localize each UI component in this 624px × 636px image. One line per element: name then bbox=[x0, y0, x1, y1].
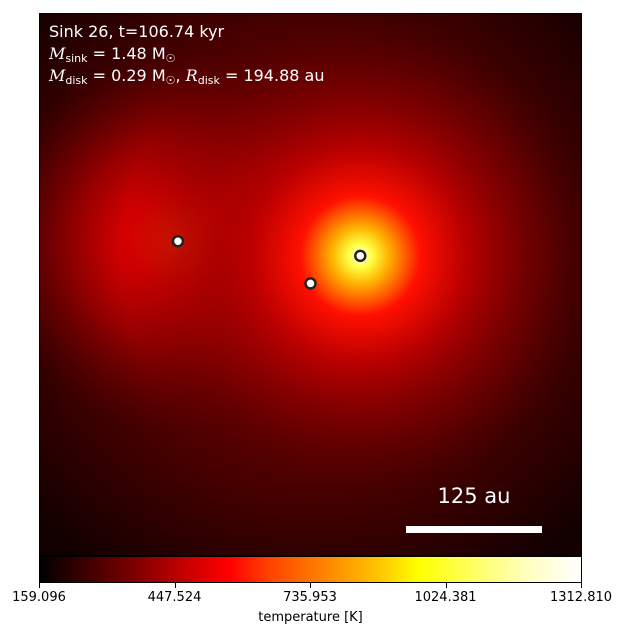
heatmap-svg bbox=[40, 14, 581, 555]
colorbar-tick-label: 1312.810 bbox=[549, 590, 613, 605]
sink-a-marker bbox=[171, 234, 185, 248]
m-sink-subscript: sink bbox=[65, 52, 88, 65]
scale-bar-label: 125 au bbox=[437, 484, 511, 508]
colorbar-tick bbox=[310, 583, 311, 588]
colorbar-tick-label: 735.953 bbox=[283, 590, 337, 605]
r-disk-subscript: disk bbox=[197, 74, 220, 87]
r-disk-value: = 194.88 au bbox=[219, 66, 325, 85]
sink-c-marker bbox=[354, 249, 367, 263]
temperature-map: Sink 26, t=106.74 kyr Msink = 1.48 M☉ Md… bbox=[39, 13, 582, 556]
m-symbol: M bbox=[49, 44, 66, 63]
sink-mass-line: Msink = 1.48 M☉ bbox=[49, 43, 176, 69]
m-sink-value: = 1.48 M bbox=[87, 44, 166, 63]
separator: , bbox=[175, 66, 186, 85]
sun-symbol: ☉ bbox=[165, 52, 176, 65]
sun-symbol-disk: ☉ bbox=[165, 74, 176, 87]
m-disk-value: = 0.29 M bbox=[87, 66, 166, 85]
colorbar-tick-label: 1024.381 bbox=[414, 590, 477, 605]
colorbar-tick bbox=[581, 583, 582, 588]
colorbar-tick bbox=[39, 583, 40, 588]
disk-line: Mdisk = 0.29 M☉, Rdisk = 194.88 au bbox=[49, 65, 324, 91]
title-line: Sink 26, t=106.74 kyr bbox=[49, 21, 224, 42]
r-disk-symbol: R bbox=[185, 66, 198, 85]
colorbar-label: temperature [K] bbox=[258, 610, 363, 625]
sink-c-glow bbox=[120, 15, 581, 496]
scale-bar bbox=[406, 526, 542, 533]
colorbar-tick bbox=[174, 583, 176, 588]
sink-b-marker bbox=[304, 277, 317, 290]
colorbar-tick-label: 159.096 bbox=[12, 590, 66, 605]
m-disk-symbol: M bbox=[49, 66, 66, 85]
colorbar-tick-label: 447.524 bbox=[147, 590, 202, 605]
m-disk-subscript: disk bbox=[65, 74, 88, 87]
sink-time-label: Sink 26, t=106.74 kyr bbox=[49, 22, 225, 41]
colorbar-tick bbox=[445, 583, 447, 588]
colorbar bbox=[39, 556, 582, 583]
